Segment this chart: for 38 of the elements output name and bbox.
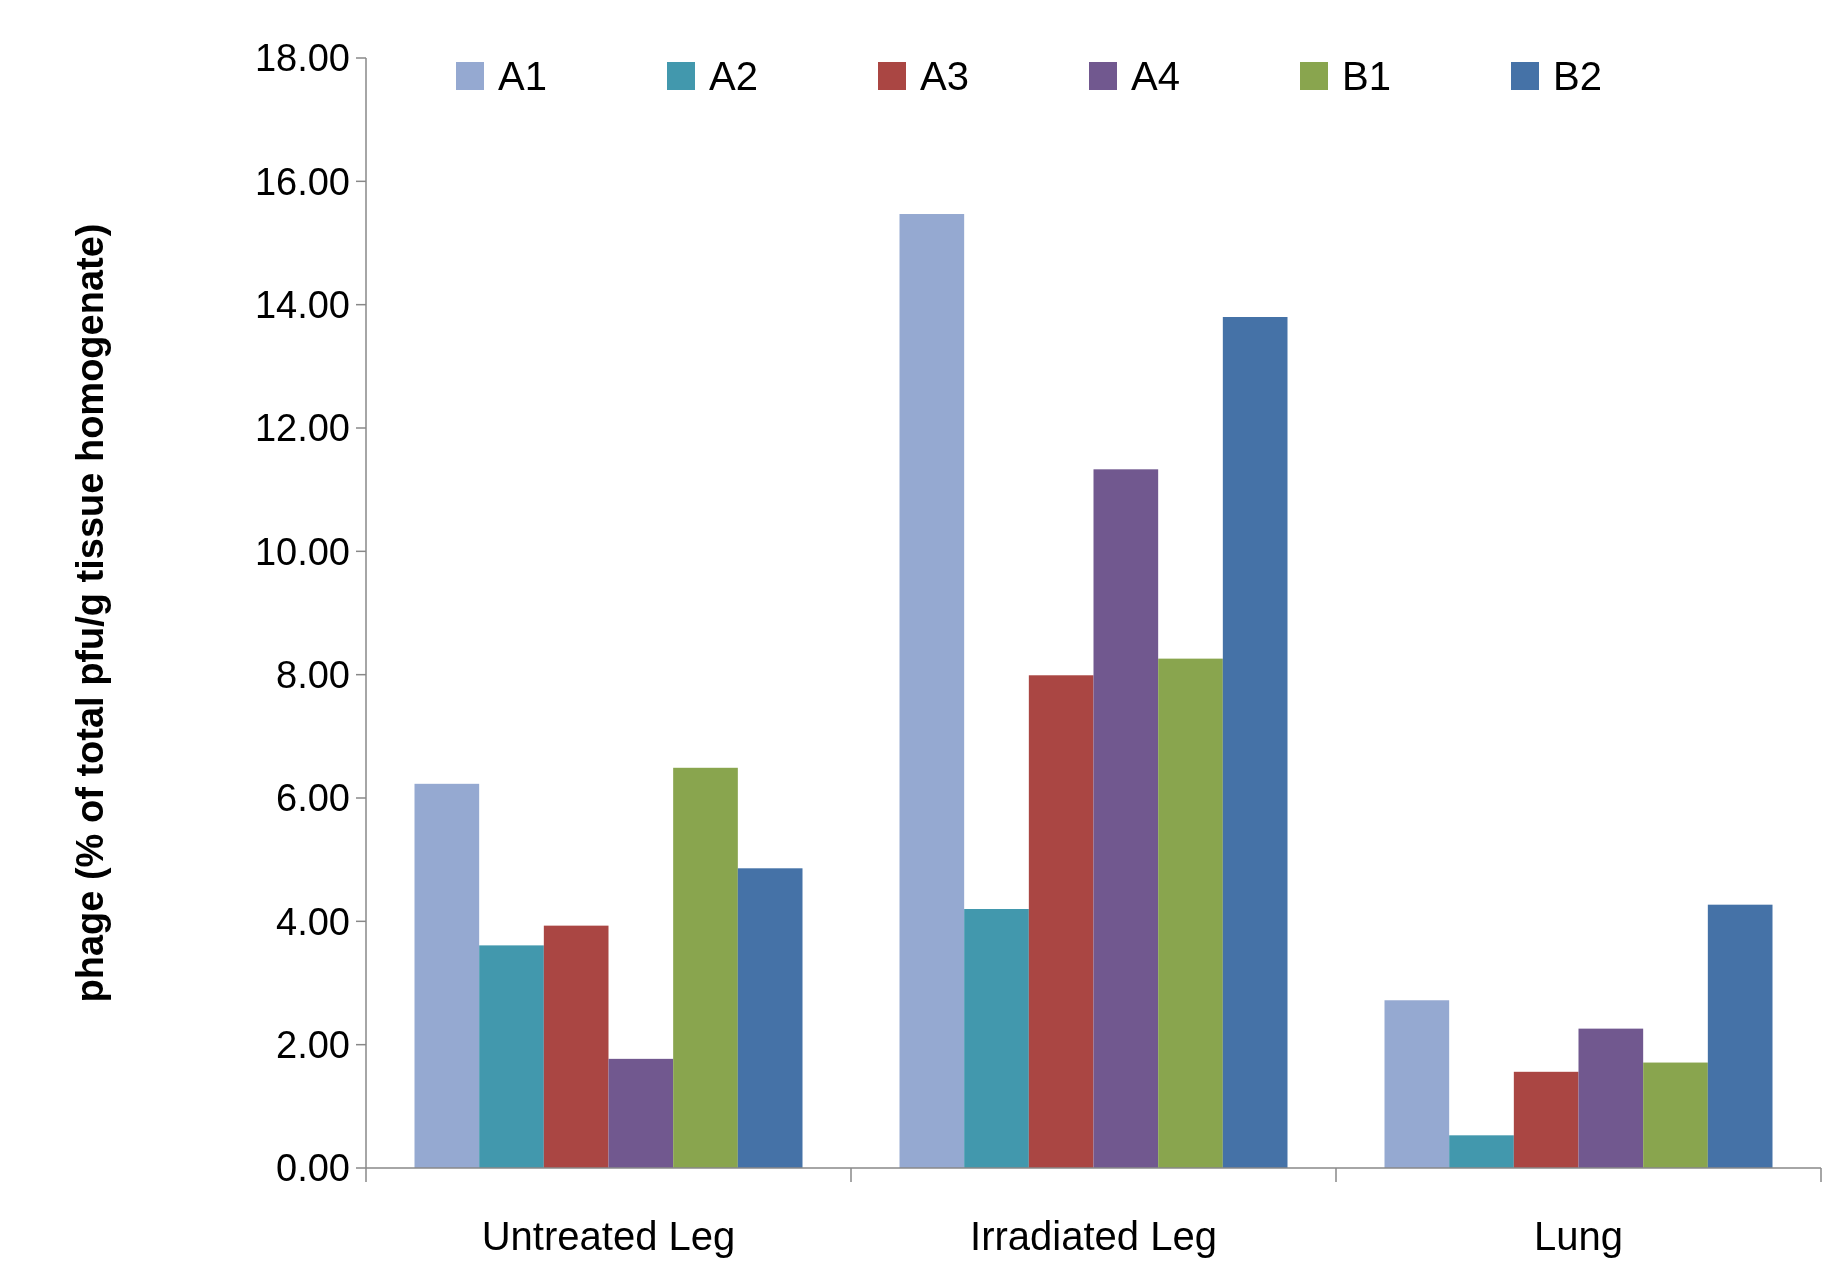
y-tick-label: 16.00 [254, 160, 350, 203]
x-tick-label: Irradiated Leg [970, 1214, 1217, 1258]
y-tick-label: 14.00 [254, 283, 350, 326]
bar [1384, 1000, 1450, 1168]
y-tick-label: 0.00 [276, 1147, 350, 1190]
bar [608, 1058, 674, 1168]
y-tick-label: 12.00 [254, 407, 350, 450]
bar [1513, 1071, 1579, 1168]
bar [1578, 1028, 1644, 1168]
x-tick-label: Lung [1534, 1214, 1623, 1258]
bar [1449, 1135, 1514, 1168]
bar [1707, 904, 1773, 1168]
bar [899, 214, 965, 1168]
bar [1158, 658, 1223, 1168]
bar [479, 945, 544, 1168]
bar [1028, 675, 1094, 1168]
bar [1643, 1062, 1708, 1168]
y-tick-label: 8.00 [276, 653, 350, 696]
y-axis-title: phage (% of total pfu/g tissue homogenate) [69, 223, 111, 1003]
legend-label: A1 [498, 54, 547, 98]
y-tick-label: 2.00 [276, 1023, 350, 1066]
bar [964, 909, 1029, 1168]
legend-label: A3 [920, 54, 969, 98]
legend-label: B1 [1342, 54, 1391, 98]
y-tick-label: 6.00 [276, 777, 350, 820]
x-tick-label: Untreated Leg [481, 1214, 736, 1258]
y-tick-label: 4.00 [276, 900, 350, 943]
bar [1093, 469, 1159, 1168]
y-tick-label: 18.00 [254, 37, 350, 80]
legend-label: A2 [709, 54, 758, 98]
y-tick-label: 10.00 [254, 530, 350, 573]
bar [414, 783, 480, 1168]
bar [543, 925, 609, 1168]
bar [673, 767, 738, 1168]
legend-label: A4 [1131, 54, 1180, 98]
bar [1222, 317, 1288, 1168]
bar [737, 868, 803, 1168]
legend-label: B2 [1553, 54, 1602, 98]
